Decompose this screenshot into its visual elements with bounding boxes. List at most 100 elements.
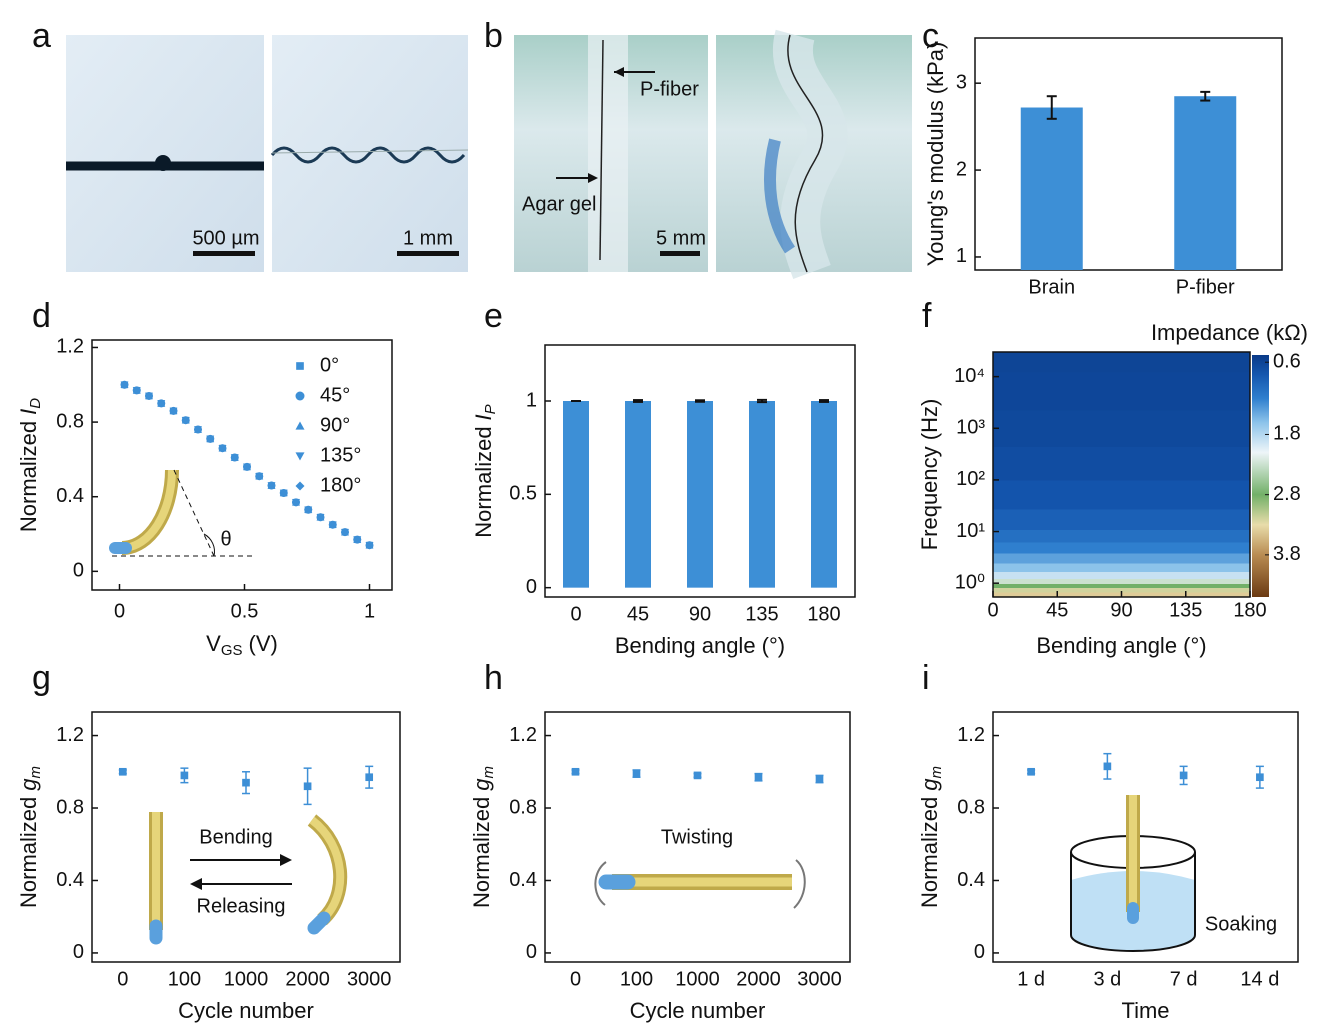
- marker: [815, 775, 824, 783]
- heat-cell: [1025, 552, 1090, 564]
- panel-label: d: [32, 297, 51, 335]
- marker: [365, 773, 374, 782]
- heat-cell: [993, 587, 1026, 593]
- photo-a: 500 µm 1 mm: [66, 35, 469, 272]
- photo-label: Agar gel: [522, 193, 597, 215]
- heat-cell: [1025, 445, 1090, 481]
- bar: [811, 401, 837, 588]
- marker: [279, 488, 288, 497]
- marker: [218, 444, 227, 453]
- x-tick-label: 45: [1046, 599, 1068, 621]
- label-part: V: [206, 631, 221, 656]
- heat-cell: [1217, 529, 1250, 543]
- heat-cell: [1025, 529, 1090, 543]
- colorbar-label: Impedance (kΩ): [1151, 320, 1308, 345]
- marker: [693, 771, 702, 780]
- heat-cell: [1217, 591, 1250, 597]
- heat-cell: [1089, 541, 1155, 554]
- legend-label: 180°: [320, 474, 361, 496]
- x-tick-label: 180: [1233, 599, 1266, 621]
- marker: [1179, 771, 1188, 780]
- colorbar-tick-label: 0.6: [1273, 351, 1301, 373]
- label-part: Normalized: [469, 797, 494, 908]
- guide: [173, 469, 215, 557]
- panel-label: b: [484, 17, 503, 55]
- colorbar-tick-label: 1.8: [1273, 423, 1301, 445]
- heat-cell: [1153, 529, 1219, 543]
- label-part: I: [471, 414, 496, 420]
- marker: [304, 505, 313, 514]
- scale-label: 500 µm: [192, 227, 259, 249]
- bar: [749, 401, 775, 588]
- annotation: Releasing: [197, 895, 286, 917]
- colorbar-tick-label: 3.8: [1273, 543, 1301, 565]
- illustration-i: [1070, 795, 1196, 952]
- y-tick-label: 1.2: [957, 724, 985, 746]
- y-tick-label: 0: [73, 941, 84, 963]
- y-tick-label: 1.2: [56, 336, 84, 358]
- x-tick-label: 45: [627, 603, 649, 625]
- marker: [295, 391, 305, 401]
- x-tick-label: 2000: [285, 968, 330, 990]
- label-part: Normalized: [471, 426, 496, 537]
- rotation-arrow: [594, 861, 607, 906]
- panel-label: c: [922, 17, 939, 55]
- x-axis-label: Cycle number: [178, 998, 314, 1023]
- heat-cell: [993, 529, 1026, 543]
- y-axis-label: Normalized gm: [16, 766, 44, 908]
- fiber: [787, 34, 824, 273]
- plot-frame: [544, 344, 856, 598]
- heat-cell: [993, 582, 1026, 589]
- panel-label: e: [484, 297, 503, 335]
- marker: [180, 771, 189, 780]
- y-tick-label: 2: [956, 158, 967, 180]
- heat-cell: [1025, 479, 1090, 510]
- label-part: m: [27, 766, 44, 779]
- arrow-head: [588, 173, 598, 183]
- heat-cell: [1153, 508, 1219, 531]
- annotation: Bending: [199, 826, 272, 848]
- y-tick-label: 0: [73, 560, 84, 582]
- heat-cell: [1025, 508, 1090, 531]
- heat-cell: [1089, 562, 1155, 573]
- error-bar: [695, 399, 705, 403]
- heat-cell: [1025, 352, 1090, 373]
- heat-cell: [1089, 371, 1155, 411]
- error-bar: [819, 399, 829, 403]
- x-axis-label: VGS (V): [206, 631, 278, 659]
- heat-cell: [993, 571, 1026, 579]
- y-tick-label: 1.2: [56, 724, 84, 746]
- heat-cell: [1089, 445, 1155, 481]
- x-axis-label: Bending angle (°): [615, 633, 785, 658]
- annotation: Twisting: [661, 826, 733, 848]
- heat-cell: [993, 371, 1026, 411]
- marker: [296, 362, 304, 370]
- marker: [255, 472, 264, 481]
- x-tick-label: 90: [689, 603, 711, 625]
- heat-cell: [1153, 582, 1219, 589]
- label-part: g: [16, 778, 41, 791]
- label-part: g: [469, 778, 494, 791]
- heat-cell: [993, 591, 1026, 597]
- label-part: Normalized: [16, 421, 41, 532]
- x-tick-label: 0.5: [231, 600, 259, 622]
- heat-cell: [993, 577, 1026, 584]
- bar: [1020, 107, 1083, 270]
- y-tick-label: 3: [956, 71, 967, 93]
- scale-label: 5 mm: [656, 227, 706, 249]
- x-tick-label: 1: [364, 600, 375, 622]
- x-tick-label: 135: [745, 603, 778, 625]
- marker: [365, 541, 374, 550]
- panel-label: a: [32, 17, 51, 55]
- heat-cell: [993, 445, 1026, 481]
- heat-cell: [1217, 582, 1250, 589]
- y-tick-label: 1.2: [509, 724, 537, 746]
- marker: [145, 391, 153, 400]
- heat-cell: [1153, 577, 1219, 584]
- heat-cell: [1217, 409, 1250, 447]
- y-tick-label: 10²: [956, 468, 985, 490]
- heat-cell: [1153, 371, 1219, 411]
- label-part: m: [928, 766, 945, 779]
- heat-cell: [1025, 409, 1090, 447]
